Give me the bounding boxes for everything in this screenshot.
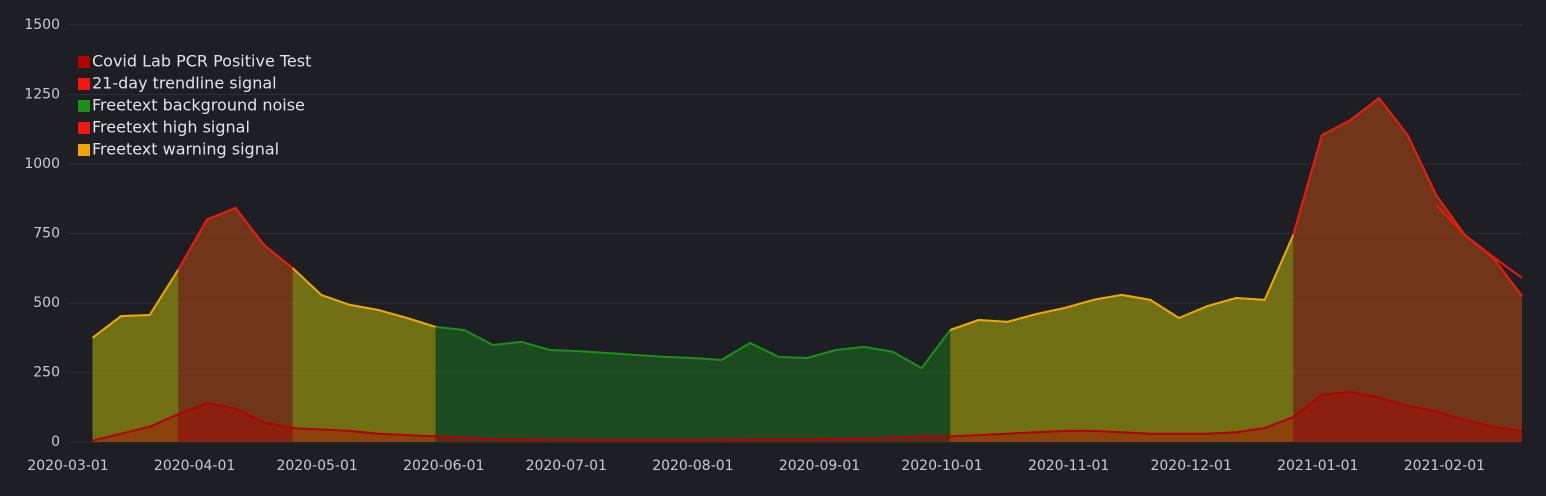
- x-tick-label: 2020-03-01: [27, 458, 108, 474]
- legend-swatch: [78, 56, 90, 68]
- legend-label: Freetext background noise: [92, 96, 305, 115]
- series-area: [950, 234, 1294, 442]
- y-tick-label: 1500: [24, 17, 60, 33]
- x-tick-label: 2020-06-01: [403, 458, 484, 474]
- series-line: [92, 391, 1523, 442]
- legend-swatch: [78, 122, 90, 134]
- series-area: [92, 392, 1522, 442]
- legend-swatch: [78, 144, 90, 156]
- x-tick-label: 2020-09-01: [779, 458, 860, 474]
- x-tick-label: 2020-08-01: [652, 458, 733, 474]
- series-area: [92, 98, 1522, 442]
- x-tick-label: 2020-05-01: [276, 458, 357, 474]
- series-area: [178, 207, 293, 442]
- y-tick-label: 1250: [24, 87, 60, 103]
- series-area: [92, 269, 179, 442]
- legend-label: Freetext high signal: [92, 118, 250, 137]
- y-tick-label: 750: [33, 226, 60, 242]
- x-tick-label: 2020-10-01: [901, 458, 982, 474]
- series-line: [291, 267, 436, 328]
- x-tick-label: 2021-01-01: [1277, 458, 1358, 474]
- x-tick-label: 2020-11-01: [1028, 458, 1109, 474]
- y-tick-label: 1000: [24, 156, 60, 172]
- x-tick-label: 2020-04-01: [154, 458, 235, 474]
- y-tick-label: 0: [51, 434, 60, 450]
- legend-swatch: [78, 78, 90, 90]
- x-tick-label: 2020-12-01: [1150, 458, 1231, 474]
- series-line: [91, 269, 180, 339]
- series-area: [292, 268, 436, 442]
- series-area: [1293, 98, 1522, 442]
- y-tick-label: 250: [33, 365, 60, 381]
- series-line: [949, 234, 1295, 331]
- x-tick-label: 2020-07-01: [526, 458, 607, 474]
- legend-label: Freetext warning signal: [92, 140, 279, 159]
- series-line: [177, 206, 294, 271]
- y-tick-label: 500: [33, 295, 60, 311]
- legend-label: 21-day trendline signal: [92, 74, 277, 93]
- legend: Covid Lab PCR Positive Test 21-day trendl…: [78, 52, 311, 159]
- series-line: [1435, 204, 1523, 279]
- x-tick-label: 2021-02-01: [1404, 458, 1485, 474]
- legend-label: Covid Lab PCR Positive Test: [92, 52, 311, 71]
- legend-swatch: [78, 100, 90, 112]
